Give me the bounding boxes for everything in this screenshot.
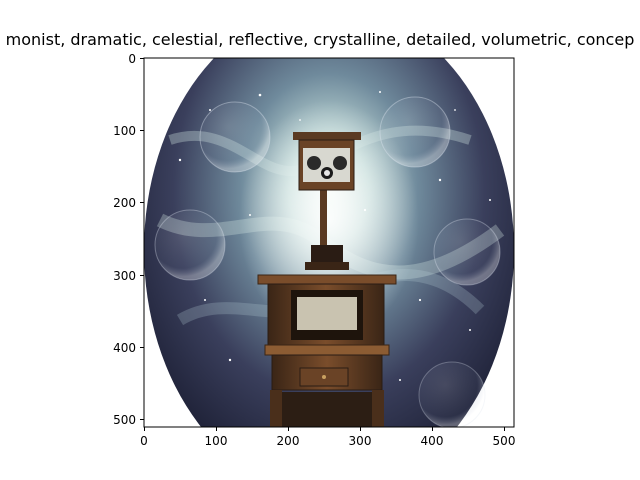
- y-axis: 0 100 200 300 400 500: [113, 52, 144, 427]
- y-tick-label: 500: [113, 413, 136, 427]
- x-tick-label: 300: [349, 434, 372, 448]
- stars: [169, 91, 491, 381]
- y-tick-label: 200: [113, 196, 136, 210]
- y-tick-label: 100: [113, 124, 136, 138]
- x-tick-label: 200: [277, 434, 300, 448]
- x-tick-label: 500: [493, 434, 516, 448]
- figure-title: monist, dramatic, celestial, reflective,…: [5, 30, 635, 49]
- x-axis: 0 100 200 300 400 500: [140, 427, 515, 448]
- x-tick-label: 0: [140, 434, 148, 448]
- radio-device: [293, 132, 361, 270]
- axes-frame: [143, 57, 515, 428]
- y-tick-label: 400: [113, 341, 136, 355]
- y-tick-label: 300: [113, 269, 136, 283]
- artwork-image: [144, 58, 514, 427]
- x-tick-label: 400: [421, 434, 444, 448]
- wooden-cabinet: [257, 274, 397, 427]
- y-tick-label: 0: [128, 52, 136, 66]
- x-tick-label: 100: [205, 434, 228, 448]
